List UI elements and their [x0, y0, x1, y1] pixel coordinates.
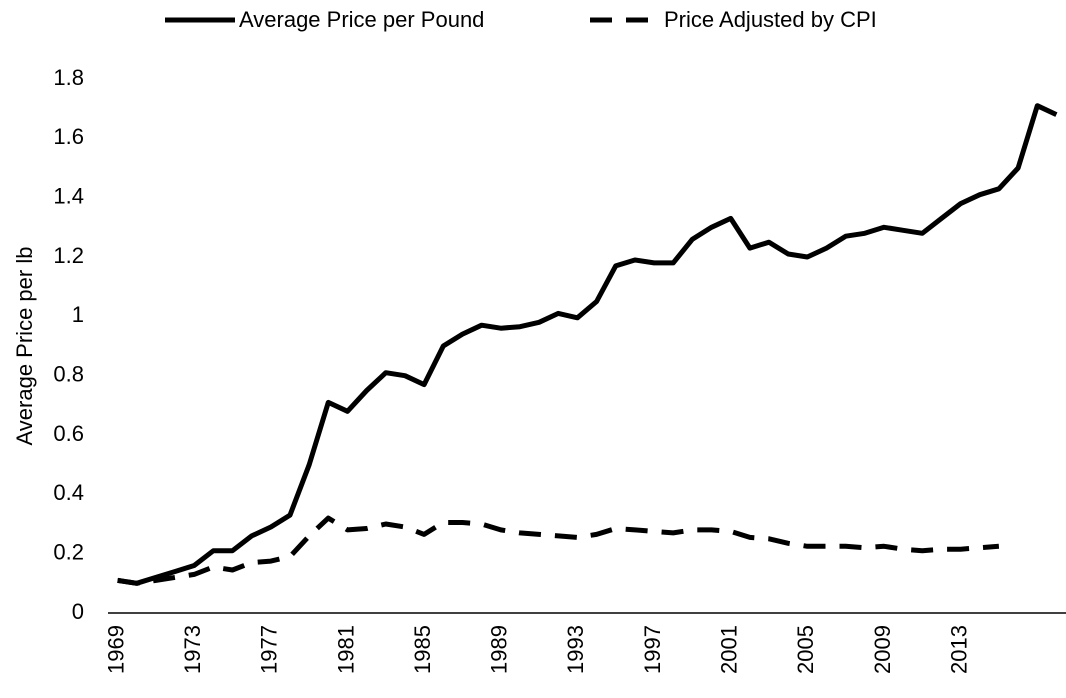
y-tick-label: 0	[72, 599, 84, 624]
y-tick-label: 1.8	[53, 65, 84, 90]
x-tick-label: 1969	[103, 625, 128, 674]
x-tick-label: 2009	[870, 625, 895, 674]
line-series	[117, 515, 1000, 586]
y-tick-label: 1.2	[53, 243, 84, 268]
x-tick-label: 2001	[717, 625, 742, 674]
x-tick-label: 1989	[487, 625, 512, 674]
y-tick-label: 0.2	[53, 539, 84, 564]
x-tick-label: 1997	[640, 625, 665, 674]
y-axis-label: Average Price per lb	[12, 247, 37, 446]
y-tick-label: 0.6	[53, 421, 84, 446]
x-tick-label: 1977	[257, 625, 282, 674]
x-tick-label: 1985	[410, 625, 435, 674]
y-tick-label: 1.4	[53, 183, 84, 208]
x-tick-label: 1981	[333, 625, 358, 674]
x-tick-label: 1993	[563, 625, 588, 674]
y-tick-label: 1	[72, 302, 84, 327]
line-series	[117, 103, 1058, 586]
x-tick-label: 2005	[793, 625, 818, 674]
x-tick-label: 2013	[946, 625, 971, 674]
x-tick-label: 1973	[180, 625, 205, 674]
y-tick-label: 0.4	[53, 480, 84, 505]
y-tick-label: 0.8	[53, 361, 84, 386]
legend-label: Average Price per Pound	[239, 7, 484, 32]
legend-label: Price Adjusted by CPI	[664, 7, 877, 32]
y-tick-label: 1.6	[53, 124, 84, 149]
